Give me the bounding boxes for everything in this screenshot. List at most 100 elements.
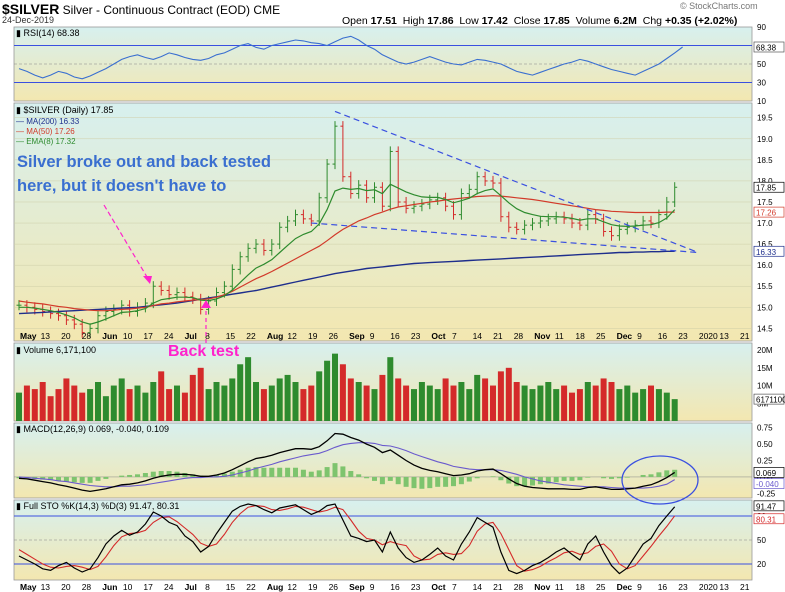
volume-bar	[363, 385, 370, 421]
x-tick-bottom: Aug	[267, 582, 284, 592]
x-tick-bottom: Nov	[534, 582, 550, 592]
ma50-line	[18, 195, 675, 312]
volume-bar	[458, 382, 465, 421]
macd-hist-bar	[664, 470, 670, 477]
x-tick-bottom: 10	[123, 582, 133, 592]
volume-bar	[71, 385, 78, 421]
rsi-tick: 10	[757, 97, 766, 106]
x-tick-price: 12	[287, 331, 297, 341]
macd-hist-bar	[616, 476, 622, 479]
volume-bar	[31, 389, 38, 421]
arrow-breakout	[103, 204, 151, 283]
volume-bar	[268, 385, 275, 421]
volume-bar	[608, 382, 615, 421]
ma200-line	[18, 250, 675, 315]
volume-bar	[102, 396, 109, 421]
volume-bar	[490, 385, 496, 421]
x-tick-price: 9	[370, 331, 375, 341]
volume-tick: 15M	[757, 364, 773, 373]
volume-bar	[482, 378, 489, 421]
volume-bar	[63, 378, 70, 421]
sto-k-tag: 91.47	[756, 502, 777, 511]
macd-hist-bar	[474, 476, 480, 479]
x-tick-price: 28	[82, 331, 92, 341]
price-tick: 19.0	[757, 135, 773, 144]
x-tick-price: Oct	[431, 331, 445, 341]
x-tick-price: May	[20, 331, 37, 341]
price-tick: 14.5	[757, 324, 773, 333]
ohlc-stats: Open 17.51 High 17.86 Low 17.42 Close 17…	[342, 15, 738, 27]
macd-hist-bar	[135, 474, 140, 477]
volume-bar	[371, 389, 378, 421]
volume-bar	[411, 389, 417, 421]
volume-bar	[118, 378, 125, 421]
x-tick-bottom: 14	[473, 582, 483, 592]
x-tick-price: 7	[452, 331, 457, 341]
x-tick-bottom: 25	[596, 582, 606, 592]
x-tick-bottom: 24	[164, 582, 174, 592]
x-tick-price: 16	[658, 331, 668, 341]
x-tick-price: 8	[205, 331, 210, 341]
volume-bar	[158, 371, 165, 421]
macd-tag-box	[753, 467, 785, 478]
volume-bar	[308, 385, 315, 421]
x-tick-price: Jun	[102, 331, 117, 341]
x-tick-bottom: Jun	[102, 582, 117, 592]
macd-hist-bar	[601, 476, 607, 479]
price-tick: 17.5	[757, 198, 773, 207]
x-tick-price: 18	[575, 331, 585, 341]
volume-bar	[505, 367, 512, 421]
volume-bar	[616, 389, 623, 421]
x-tick-price: Sep	[349, 331, 365, 341]
x-tick-bottom: 26	[329, 582, 339, 592]
volume-title: ▮ Volume 6,171,100	[16, 345, 96, 355]
volume-bar	[553, 389, 560, 421]
volume-bar	[379, 374, 386, 421]
x-tick-bottom: Oct	[431, 582, 445, 592]
ema8-line	[19, 183, 676, 325]
x-tick-bottom: 22	[246, 582, 256, 592]
x-tick-price: 23	[678, 331, 688, 341]
annotation-breakout-text: Silver broke out and back tested here, b…	[17, 153, 271, 195]
macd-hist-bar	[214, 474, 219, 477]
macd-hist-bar	[656, 472, 662, 477]
price-tick: 17.0	[757, 219, 773, 228]
macd-hist-bar	[127, 474, 133, 477]
price-tick: 16.0	[757, 261, 773, 270]
volume-bar	[110, 385, 117, 421]
volume-bar	[237, 364, 244, 421]
macd-hist-bar	[569, 476, 575, 481]
volume-bar	[332, 353, 338, 421]
x-tick-price: 28	[514, 331, 524, 341]
volume-bar	[347, 378, 354, 421]
macd-hist-bar	[293, 467, 298, 477]
price-tag-ma200: 16.33	[756, 248, 777, 257]
volume-bar	[174, 385, 180, 421]
volume-bar	[189, 374, 196, 421]
rsi-title: ▮ RSI(14) 68.38	[16, 28, 79, 38]
volume-bar	[545, 382, 552, 421]
macd-hist-bar	[466, 476, 472, 482]
x-tick-bottom: 16	[658, 582, 668, 592]
macd-tick: 0.25	[757, 457, 773, 466]
macd-tick: 0.50	[757, 440, 773, 449]
chart-title: $SILVER Silver - Continuous Contract (EO…	[2, 1, 280, 17]
volume-bar	[584, 382, 591, 421]
macd-hist-bar	[340, 466, 346, 477]
volume-bar	[213, 382, 220, 421]
x-tick-bottom: 2020	[699, 582, 718, 592]
volume-bar	[466, 389, 473, 421]
x-tick-bottom: 12	[287, 582, 297, 592]
volume-bar	[39, 382, 46, 421]
x-tick-price: 11	[555, 331, 564, 341]
volume-bar	[395, 378, 402, 421]
macd-hist-bar	[411, 476, 417, 489]
x-tick-price: 24	[164, 331, 174, 341]
volume-bar	[624, 385, 631, 421]
macd-hist-bar	[277, 467, 283, 477]
macd-hist-bar	[253, 467, 259, 477]
volume-bar	[600, 378, 607, 421]
macd-hist-bar	[285, 467, 291, 477]
macd-hist-bar	[514, 476, 520, 487]
